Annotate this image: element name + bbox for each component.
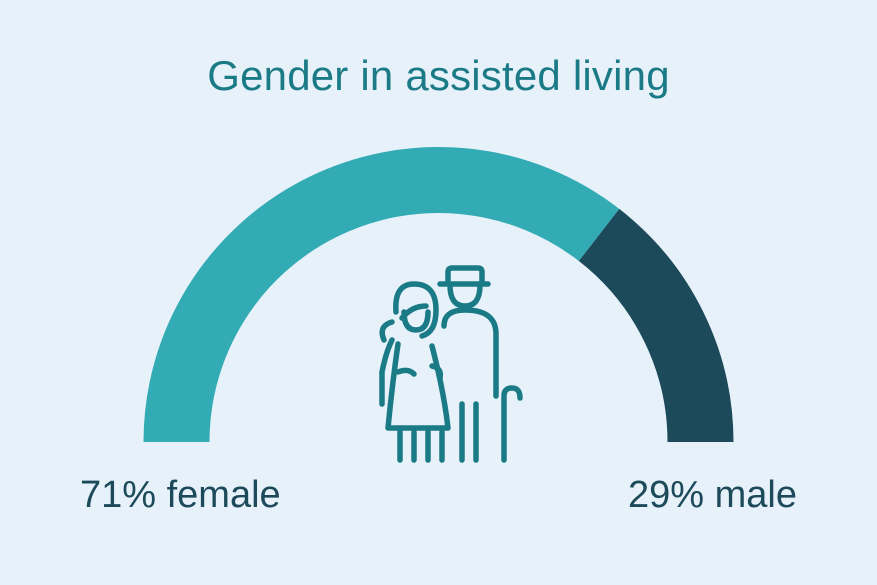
label-male: 29% male	[628, 474, 797, 516]
gauge-segment-male	[578, 208, 734, 443]
chart-title: Gender in assisted living	[207, 52, 670, 99]
gauge-segment-female	[143, 147, 620, 443]
label-female: 71% female	[80, 474, 281, 516]
elderly-couple-icon	[379, 265, 523, 463]
